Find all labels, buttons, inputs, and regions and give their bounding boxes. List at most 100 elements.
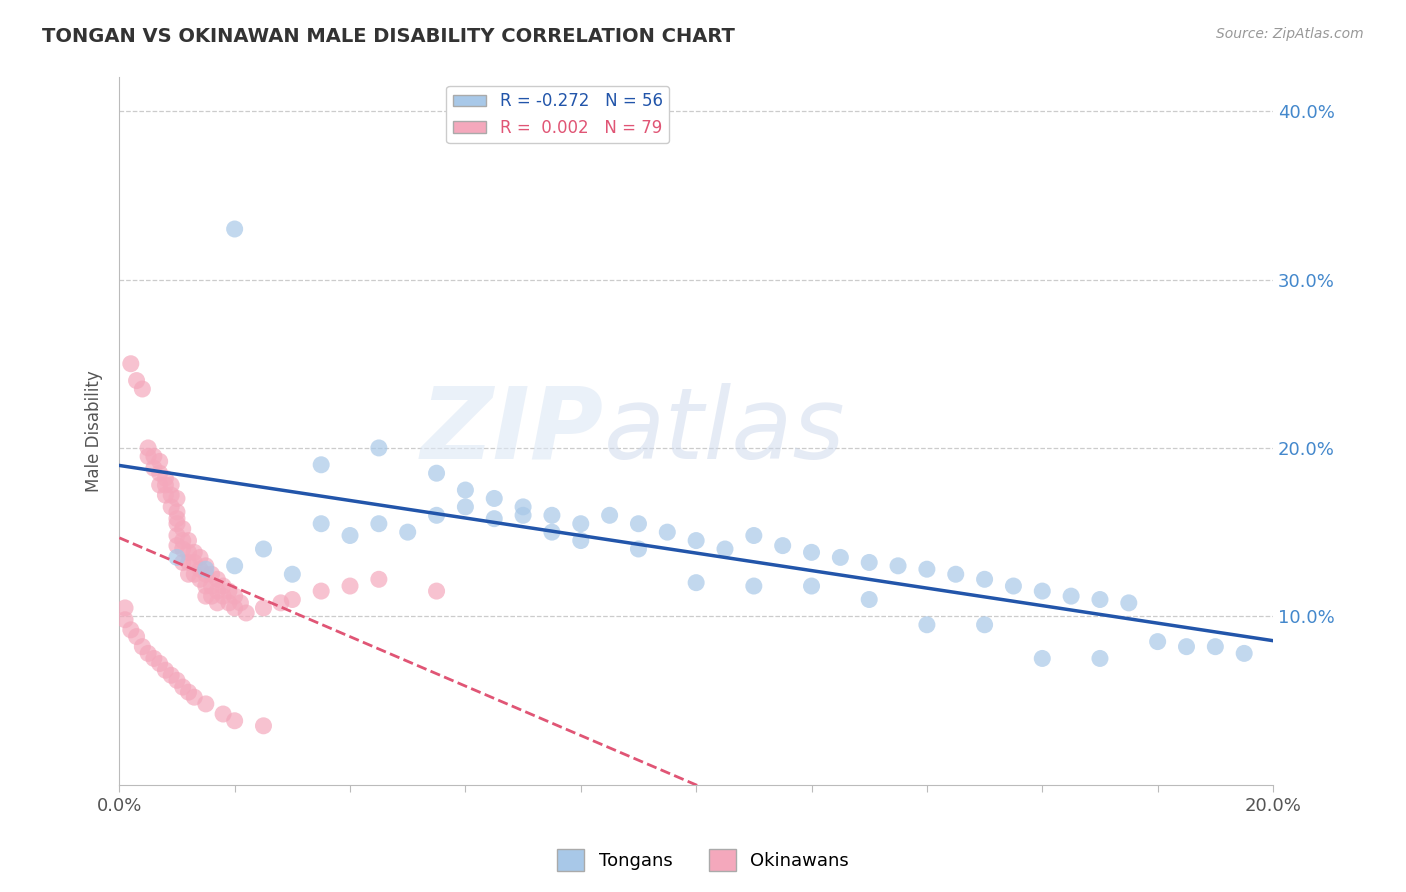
Point bbox=[200, 579, 222, 593]
Point bbox=[177, 556, 200, 570]
Point bbox=[484, 511, 506, 525]
Point bbox=[309, 584, 332, 599]
Point bbox=[541, 508, 564, 523]
Point bbox=[136, 450, 159, 464]
Point bbox=[188, 572, 211, 586]
Point bbox=[142, 651, 165, 665]
Point bbox=[252, 601, 274, 615]
Point bbox=[194, 589, 217, 603]
Point bbox=[772, 539, 794, 553]
Point bbox=[425, 466, 447, 480]
Text: TONGAN VS OKINAWAN MALE DISABILITY CORRELATION CHART: TONGAN VS OKINAWAN MALE DISABILITY CORRE… bbox=[42, 27, 735, 45]
Point bbox=[177, 545, 200, 559]
Point bbox=[183, 556, 205, 570]
Point bbox=[194, 558, 217, 573]
Point bbox=[425, 584, 447, 599]
Point bbox=[569, 516, 592, 531]
Point bbox=[172, 533, 194, 548]
Text: atlas: atlas bbox=[603, 383, 845, 480]
Point bbox=[212, 589, 235, 603]
Point bbox=[742, 528, 765, 542]
Point bbox=[200, 589, 222, 603]
Point bbox=[188, 550, 211, 565]
Point bbox=[1031, 651, 1053, 665]
Point bbox=[484, 491, 506, 506]
Point bbox=[858, 556, 880, 570]
Point bbox=[218, 584, 240, 599]
Point bbox=[685, 533, 707, 548]
Point bbox=[252, 541, 274, 556]
Point bbox=[830, 550, 852, 565]
Point bbox=[1060, 589, 1083, 603]
Point bbox=[218, 596, 240, 610]
Point bbox=[160, 500, 183, 514]
Point bbox=[200, 567, 222, 582]
Point bbox=[149, 466, 172, 480]
Point bbox=[800, 545, 823, 559]
Point bbox=[1204, 640, 1226, 654]
Legend: R = -0.272   N = 56, R =  0.002   N = 79: R = -0.272 N = 56, R = 0.002 N = 79 bbox=[446, 86, 669, 144]
Point bbox=[194, 697, 217, 711]
Point bbox=[512, 508, 534, 523]
Point bbox=[454, 483, 477, 497]
Point bbox=[599, 508, 621, 523]
Point bbox=[114, 613, 136, 627]
Point bbox=[657, 525, 679, 540]
Point bbox=[1175, 640, 1198, 654]
Point bbox=[183, 567, 205, 582]
Point bbox=[149, 657, 172, 671]
Point bbox=[131, 640, 153, 654]
Point bbox=[131, 382, 153, 396]
Point bbox=[309, 458, 332, 472]
Point bbox=[125, 374, 148, 388]
Point bbox=[454, 500, 477, 514]
Point bbox=[512, 500, 534, 514]
Point bbox=[627, 541, 650, 556]
Point bbox=[627, 516, 650, 531]
Point bbox=[714, 541, 737, 556]
Point bbox=[742, 579, 765, 593]
Point bbox=[155, 478, 177, 492]
Point bbox=[166, 505, 188, 519]
Point bbox=[172, 556, 194, 570]
Point bbox=[188, 562, 211, 576]
Point bbox=[309, 516, 332, 531]
Point bbox=[114, 601, 136, 615]
Point bbox=[569, 533, 592, 548]
Point bbox=[270, 596, 292, 610]
Point bbox=[142, 461, 165, 475]
Point bbox=[160, 478, 183, 492]
Point bbox=[207, 584, 229, 599]
Point bbox=[1118, 596, 1140, 610]
Point bbox=[155, 488, 177, 502]
Point bbox=[281, 567, 304, 582]
Point bbox=[858, 592, 880, 607]
Point bbox=[183, 545, 205, 559]
Point bbox=[172, 522, 194, 536]
Point bbox=[1233, 647, 1256, 661]
Point bbox=[166, 673, 188, 688]
Point bbox=[160, 488, 183, 502]
Point bbox=[1088, 592, 1111, 607]
Point bbox=[367, 572, 389, 586]
Point bbox=[172, 541, 194, 556]
Legend: Tongans, Okinawans: Tongans, Okinawans bbox=[550, 842, 856, 879]
Point bbox=[149, 454, 172, 468]
Point bbox=[1031, 584, 1053, 599]
Point bbox=[915, 617, 938, 632]
Point bbox=[396, 525, 419, 540]
Point bbox=[367, 441, 389, 455]
Point bbox=[155, 471, 177, 485]
Point bbox=[166, 516, 188, 531]
Point bbox=[367, 516, 389, 531]
Point bbox=[212, 579, 235, 593]
Point bbox=[177, 567, 200, 582]
Point bbox=[155, 663, 177, 677]
Point bbox=[207, 572, 229, 586]
Point bbox=[136, 647, 159, 661]
Point bbox=[177, 685, 200, 699]
Point bbox=[177, 533, 200, 548]
Point bbox=[224, 222, 246, 236]
Point bbox=[194, 567, 217, 582]
Point bbox=[166, 539, 188, 553]
